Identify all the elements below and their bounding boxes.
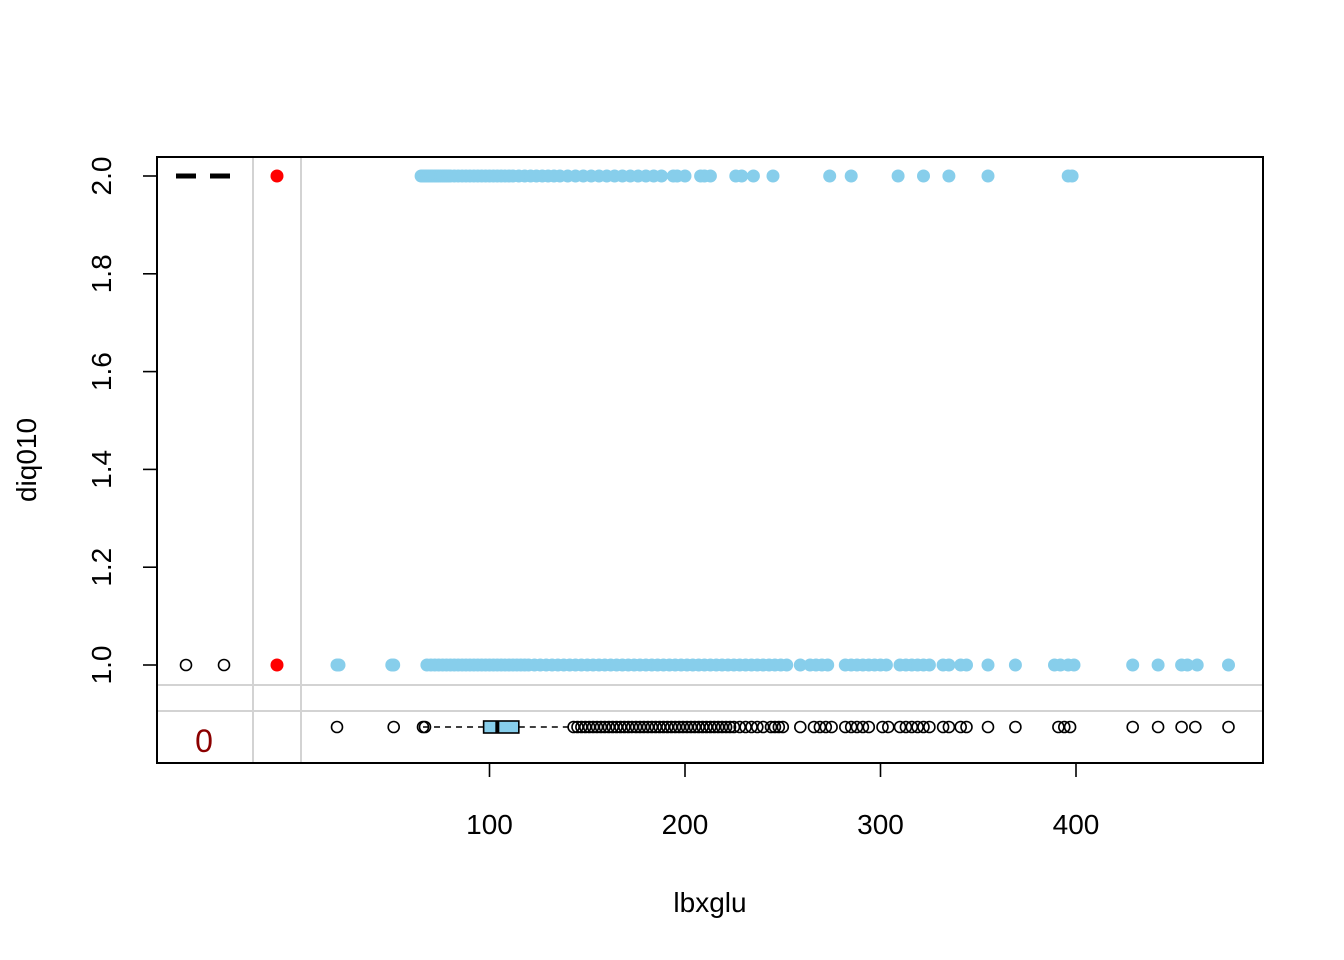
data-point <box>942 658 956 672</box>
x-boxplot <box>330 720 1235 734</box>
boxplot-outlier <box>776 720 790 734</box>
data-point <box>981 658 995 672</box>
y-tick-label: 1.4 <box>86 450 117 489</box>
y-axis-label: diq010 <box>11 418 42 502</box>
boxplot-outlier <box>629 720 643 734</box>
boxplot-outlier <box>936 720 950 734</box>
data-point <box>735 169 749 183</box>
boxplot-outlier <box>418 720 432 734</box>
missing-x-point <box>270 169 284 183</box>
data-point <box>1190 658 1204 672</box>
data-point <box>1067 658 1081 672</box>
boxplot-outlier <box>981 720 995 734</box>
x-axis: 100 200 300 400 <box>466 762 1100 840</box>
boxplot-outlier <box>387 720 401 734</box>
data-point <box>655 169 668 183</box>
boxplot-outlier <box>793 720 807 734</box>
boxplot-outlier <box>917 720 930 734</box>
data-point <box>879 658 893 672</box>
data-point <box>746 169 760 183</box>
boxplot-outlier <box>723 720 737 734</box>
data-points <box>330 169 1235 672</box>
boxplot-outlier <box>1058 720 1071 734</box>
data-point <box>821 658 835 672</box>
data-point <box>1180 658 1194 672</box>
boxplot-outlier <box>876 720 889 734</box>
data-point <box>823 169 837 183</box>
data-point <box>387 658 401 672</box>
data-point <box>703 169 717 183</box>
y-boxplot-outlier <box>217 658 231 672</box>
boxplot-outlier <box>862 720 876 734</box>
boxplot-outlier <box>911 720 924 734</box>
boxplot-outlier <box>856 720 870 734</box>
data-point <box>960 658 973 672</box>
x-tick-label: 400 <box>1053 809 1100 840</box>
y-tick-label: 1.8 <box>86 254 117 293</box>
boxplot-outlier <box>672 720 686 734</box>
data-point <box>942 169 956 183</box>
boxplot-outlier <box>819 720 833 734</box>
boxplot-box <box>482 720 520 734</box>
data-point <box>780 658 794 672</box>
data-point <box>332 658 346 672</box>
missing-value-panel <box>176 169 284 672</box>
data-point <box>981 169 995 183</box>
data-point <box>1008 658 1022 672</box>
data-point <box>1065 169 1079 183</box>
boxplot-outlier <box>1126 720 1139 734</box>
boxplot-outlier <box>960 720 973 734</box>
boxplot-outlier <box>715 720 729 734</box>
boxplot-outlier <box>954 720 968 734</box>
data-point <box>1222 658 1235 672</box>
data-point <box>917 169 930 183</box>
missing-value-separators <box>157 157 1263 763</box>
boxplot-outlier <box>923 720 936 734</box>
boxplot-outlier <box>330 720 344 734</box>
data-point <box>793 658 807 672</box>
y-boxplot-outlier <box>179 658 193 672</box>
y-axis: 1.0 1.2 1.4 1.6 1.8 2.0 <box>86 157 158 685</box>
data-point <box>678 169 692 183</box>
boxplot-outlier <box>768 720 782 734</box>
x-axis-label: lbxglu <box>673 887 746 918</box>
x-tick-label: 300 <box>857 809 904 840</box>
boxplot-outlier <box>772 720 786 734</box>
boxplot-outlier <box>719 720 733 734</box>
boxplot-outlier <box>1222 720 1235 734</box>
y-tick-label: 1.0 <box>86 646 117 685</box>
data-point <box>891 169 905 183</box>
x-tick-label: 100 <box>466 809 513 840</box>
data-point <box>844 169 858 183</box>
boxplot-outlier <box>1189 720 1202 734</box>
y-tick-label: 2.0 <box>86 157 117 196</box>
boxplot-outlier <box>825 720 838 734</box>
boxplot-outlier <box>1063 720 1077 734</box>
missing-count-label: 0 <box>195 723 213 759</box>
boxplot-outlier <box>1151 720 1165 734</box>
boxplot-outlier <box>1175 720 1188 734</box>
boxplot-outlier <box>750 720 764 734</box>
x-tick-label: 200 <box>662 809 709 840</box>
data-point <box>766 169 780 183</box>
data-point <box>922 658 936 672</box>
y-tick-label: 1.2 <box>86 548 117 587</box>
y-tick-label: 1.6 <box>86 352 117 391</box>
boxplot-outlier <box>1009 720 1022 734</box>
missing-x-point <box>270 658 284 672</box>
data-point <box>1151 658 1165 672</box>
data-point <box>1126 658 1140 672</box>
